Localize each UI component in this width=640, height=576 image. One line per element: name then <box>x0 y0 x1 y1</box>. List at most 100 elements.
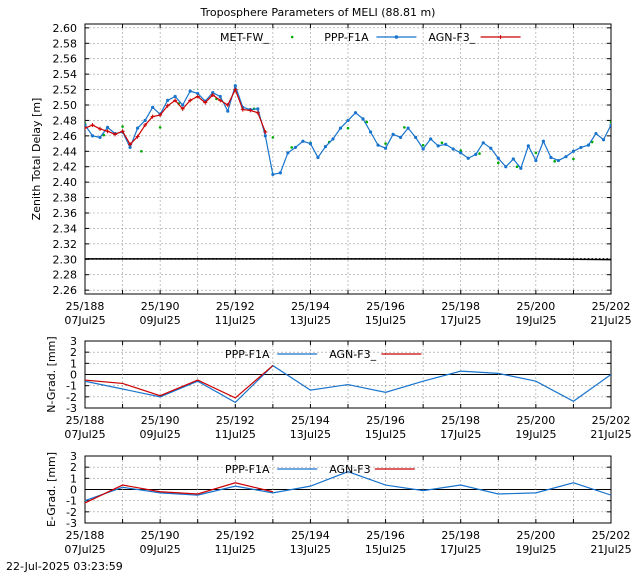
series-flat-marker <box>572 258 575 260</box>
series-ppp-f1a-point <box>271 172 275 177</box>
x-tick-label: 25/192 <box>216 414 255 427</box>
series-flat-marker <box>151 258 154 260</box>
plot-timestamp: 22-Jul-2025 03:23:59 <box>6 560 123 573</box>
series-met-fw-point <box>102 133 106 137</box>
x-tick-label: 25/194 <box>291 300 330 313</box>
series-flat-marker <box>268 258 270 260</box>
series-flat-marker <box>155 258 158 260</box>
series-ppp-f1a-point <box>466 156 470 160</box>
series-ppp-f1a-point <box>181 103 185 107</box>
y-tick-label: 2.44 <box>53 145 78 158</box>
x-tick-label: 25/196 <box>366 529 405 542</box>
series-flat-marker <box>129 258 131 260</box>
y-tick-label: 2.42 <box>53 161 78 174</box>
y-tick-label: 2.26 <box>53 284 78 297</box>
series-agn-f3-point <box>165 103 170 108</box>
series-flat-marker <box>189 258 192 260</box>
series-flat-marker <box>456 258 458 260</box>
series-ppp-f1a-point <box>474 152 478 156</box>
series-flat-marker <box>388 258 391 260</box>
series-flat-marker <box>230 258 233 260</box>
series-flat-marker <box>549 258 552 260</box>
series-met-fw-point <box>421 143 425 147</box>
series-ppp-f1a-point <box>98 135 102 139</box>
series-flat-marker <box>463 258 466 260</box>
series-ppp-f1a-point <box>534 158 538 163</box>
y-tick-label: -2 <box>66 506 77 519</box>
series-flat-marker <box>309 258 312 260</box>
series-ppp-f1a-point <box>421 147 425 151</box>
series-flat-marker <box>478 258 481 260</box>
series-flat-marker <box>497 258 500 260</box>
series-flat-marker <box>580 258 582 260</box>
y-tick-label: 2.34 <box>53 222 78 235</box>
series-flat-marker <box>298 258 301 260</box>
series-flat-marker <box>102 258 105 260</box>
x-tick-label-date: 15Jul25 <box>365 428 406 441</box>
series-ppp-f1a-point <box>564 155 568 159</box>
x-tick-label: 25/198 <box>441 414 480 427</box>
series-flat-marker <box>339 258 342 260</box>
series-flat-marker <box>117 258 120 260</box>
x-tick-label: 25/202 <box>592 300 631 313</box>
series-met-fw-point <box>572 157 575 161</box>
series-flat-marker <box>85 258 86 260</box>
figure-title: Troposphere Parameters of MELI (88.81 m) <box>200 6 436 19</box>
series-ppp-f1a-point <box>414 135 418 139</box>
x-tick-label: 25/188 <box>66 414 105 427</box>
series-flat-marker <box>583 258 586 260</box>
series-flat-marker <box>170 258 173 260</box>
x-tick-label: 25/200 <box>517 300 556 313</box>
x-tick-label-date: 15Jul25 <box>365 314 406 327</box>
series-flat-marker <box>185 258 188 260</box>
series-ppp-f1a-point <box>489 146 493 150</box>
series-flat-marker <box>606 258 609 260</box>
series-flat-marker <box>136 258 139 260</box>
series-flat-marker <box>200 258 203 260</box>
series-ppp-f1a-point <box>188 89 192 93</box>
y-tick-label: 2.28 <box>53 269 78 282</box>
x-tick-label-date: 13Jul25 <box>290 428 331 441</box>
series-flat-marker <box>403 258 406 260</box>
x-tick-label-date: 21Jul25 <box>590 428 631 441</box>
series-met-fw-point <box>365 120 369 124</box>
series-ppp-f1a-point <box>549 155 553 160</box>
series-flat-marker <box>110 258 113 260</box>
series-flat-marker <box>290 258 293 260</box>
series-ppp-f1a-point <box>459 151 463 155</box>
series-ppp-f1a-point <box>361 117 365 121</box>
x-tick-label-date: 17Jul25 <box>440 543 481 556</box>
x-tick-label-date: 09Jul25 <box>140 543 181 556</box>
series-met-fw-point <box>459 149 463 152</box>
x-tick-label-date: 19Jul25 <box>515 543 556 556</box>
series-flat-marker <box>249 258 252 260</box>
series-ppp-f1a-point <box>293 145 297 150</box>
series-flat-marker <box>441 258 443 260</box>
series-flat-marker <box>343 258 346 260</box>
series-ppp-f1a-line <box>85 470 611 502</box>
series-flat-marker <box>114 258 116 260</box>
series-flat-marker <box>482 258 485 260</box>
y-tick-label: 2.40 <box>53 176 78 189</box>
x-tick-label: 25/192 <box>216 300 255 313</box>
series-ppp-f1a-point <box>323 145 328 149</box>
series-ppp-f1a-point <box>218 94 222 99</box>
series-flat-marker <box>595 258 597 260</box>
series-ppp-f1a-point <box>346 118 350 123</box>
series-flat-marker <box>144 258 147 260</box>
series-flat-marker <box>602 258 605 260</box>
series-flat-marker <box>471 258 473 260</box>
x-tick-label: 25/194 <box>291 529 330 542</box>
series-flat-marker <box>561 258 564 260</box>
series-flat-marker <box>358 258 361 260</box>
x-tick-label-date: 11Jul25 <box>215 314 256 327</box>
series-flat-marker <box>106 258 109 260</box>
series-met-fw-point <box>140 149 143 153</box>
x-tick-label: 25/192 <box>216 529 255 542</box>
x-tick-label-date: 09Jul25 <box>140 314 181 327</box>
series-agn-f3-point <box>188 98 193 103</box>
series-flat-marker <box>553 258 556 260</box>
x-tick-label-date: 11Jul25 <box>215 428 256 441</box>
